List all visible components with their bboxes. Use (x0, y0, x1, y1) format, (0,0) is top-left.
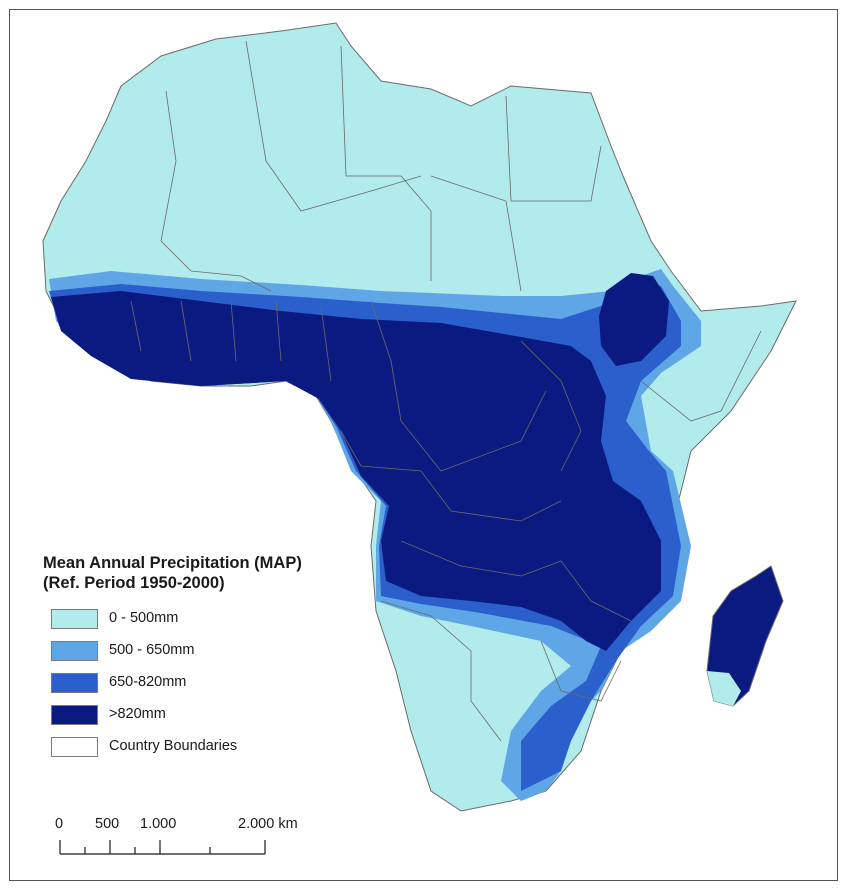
legend-item: 0 - 500mm (43, 609, 302, 641)
legend-item: 650-820mm (43, 673, 302, 705)
map-frame: Mean Annual Precipitation (MAP) (Ref. Pe… (9, 9, 838, 881)
scale-ruler (59, 840, 266, 855)
legend-label: 650-820mm (109, 674, 187, 690)
legend-swatch (51, 641, 98, 661)
legend-label: >820mm (109, 706, 166, 722)
legend-item: 500 - 650mm (43, 641, 302, 673)
legend-label: 0 - 500mm (109, 610, 179, 626)
legend-swatch (51, 609, 98, 629)
map-canvas (42, 22, 797, 812)
madagascar-west (707, 671, 741, 706)
country-boundaries (130, 40, 762, 742)
legend-label: Country Boundaries (109, 738, 238, 754)
scale-bar: 0 500 1.000 2.000 km (50, 816, 330, 866)
ethiopia-highlands (599, 273, 669, 366)
legend-title: Mean Annual Precipitation (MAP) (43, 554, 302, 572)
legend-swatch (51, 673, 98, 693)
scale-label-2000: 2.000 km (238, 816, 298, 832)
legend-item: Country Boundaries (43, 737, 302, 769)
scale-label-0: 0 (55, 816, 64, 832)
map-legend: Mean Annual Precipitation (MAP) (Ref. Pe… (43, 553, 302, 769)
legend-swatch (51, 737, 98, 757)
legend-swatch (51, 705, 98, 725)
scale-label-500: 500 (95, 816, 120, 832)
legend-subtitle: (Ref. Period 1950-2000) (43, 574, 225, 592)
legend-label: 500 - 650mm (109, 642, 195, 658)
scale-label-1000: 1.000 (140, 816, 177, 832)
precip-zone-over-820 (51, 291, 661, 651)
legend-item: >820mm (43, 705, 302, 737)
